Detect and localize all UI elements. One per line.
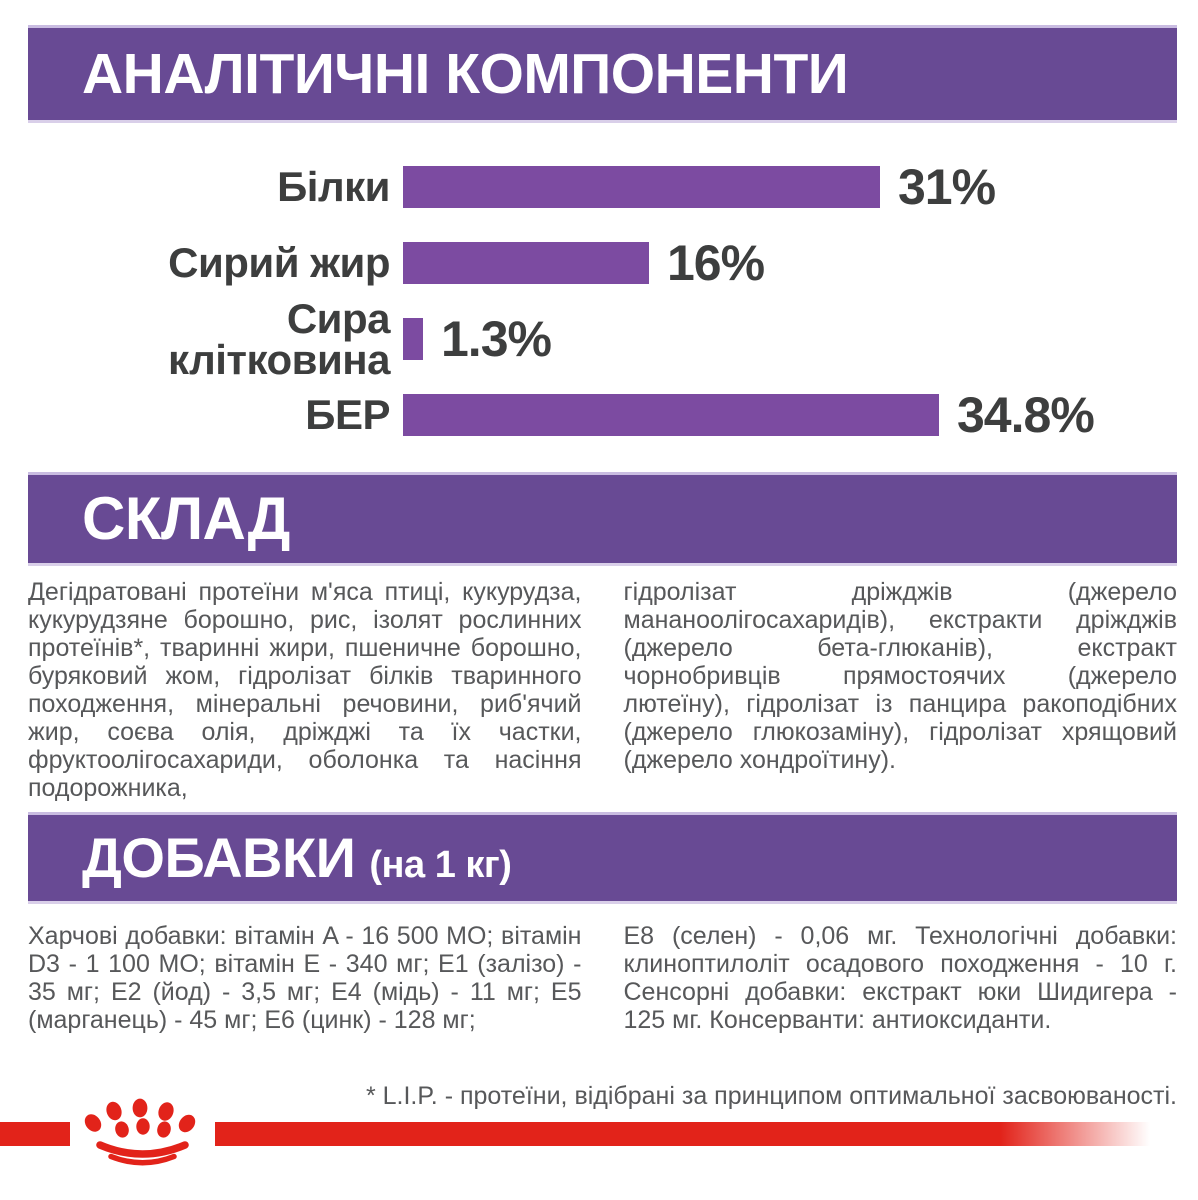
additives-title: ДОБАВКИ (на 1 кг) bbox=[82, 826, 512, 889]
chart-row: Сирий жир 16% bbox=[0, 225, 1198, 301]
composition-header: СКЛАД bbox=[28, 472, 1177, 566]
chart-category-label: БЕР bbox=[305, 391, 390, 439]
chart-row: БЕР 34.8% bbox=[0, 377, 1198, 453]
chart-row: Сира клітковина 1.3% bbox=[0, 294, 1198, 383]
lip-footnote: * L.I.P. - протеїни, відібрані за принци… bbox=[365, 1082, 1177, 1110]
analytical-components-chart: Білки 31% Сирий жир 16% Сира клітковина … bbox=[0, 149, 1198, 453]
chart-category-label: Сира клітковина bbox=[168, 294, 390, 383]
chart-value-label: 1.3% bbox=[441, 311, 552, 367]
additives-column-right: E8 (селен) - 0,06 мг. Технологічні добав… bbox=[623, 922, 1178, 1034]
chart-category-label: Білки bbox=[277, 163, 390, 211]
paw-crown-logo-icon bbox=[84, 1098, 196, 1166]
additives-text-block: Харчові добавки: вітамін A - 16 500 МО; … bbox=[28, 922, 1177, 1034]
composition-column-left: Дегідратовані протеїни м'яса птиці, куку… bbox=[28, 578, 582, 802]
additives-subtitle: (на 1 кг) bbox=[369, 844, 512, 886]
chart-bar bbox=[403, 394, 939, 436]
chart-value-label: 34.8% bbox=[957, 387, 1095, 443]
chart-category-label: Сирий жир bbox=[168, 239, 390, 287]
analytical-components-title: АНАЛІТИЧНІ КОМПОНЕНТИ bbox=[82, 41, 849, 106]
chart-value-label: 31% bbox=[898, 159, 996, 215]
chart-bar bbox=[403, 242, 649, 284]
analytical-components-header: АНАЛІТИЧНІ КОМПОНЕНТИ bbox=[28, 25, 1177, 123]
chart-row: Білки 31% bbox=[0, 149, 1198, 225]
chart-bar bbox=[403, 166, 880, 208]
chart-bar bbox=[403, 318, 423, 360]
composition-title: СКЛАД bbox=[82, 485, 290, 552]
composition-text-block: Дегідратовані протеїни м'яса птиці, куку… bbox=[28, 578, 1177, 802]
brand-red-band-right bbox=[215, 1122, 1150, 1146]
composition-column-right: гідролізат дріжджів (джерело мананооліго… bbox=[623, 578, 1178, 774]
chart-value-label: 16% bbox=[667, 235, 765, 291]
additives-column-left: Харчові добавки: вітамін A - 16 500 МО; … bbox=[28, 922, 582, 1034]
additives-header: ДОБАВКИ (на 1 кг) bbox=[28, 812, 1177, 904]
brand-red-band-left bbox=[0, 1122, 70, 1146]
